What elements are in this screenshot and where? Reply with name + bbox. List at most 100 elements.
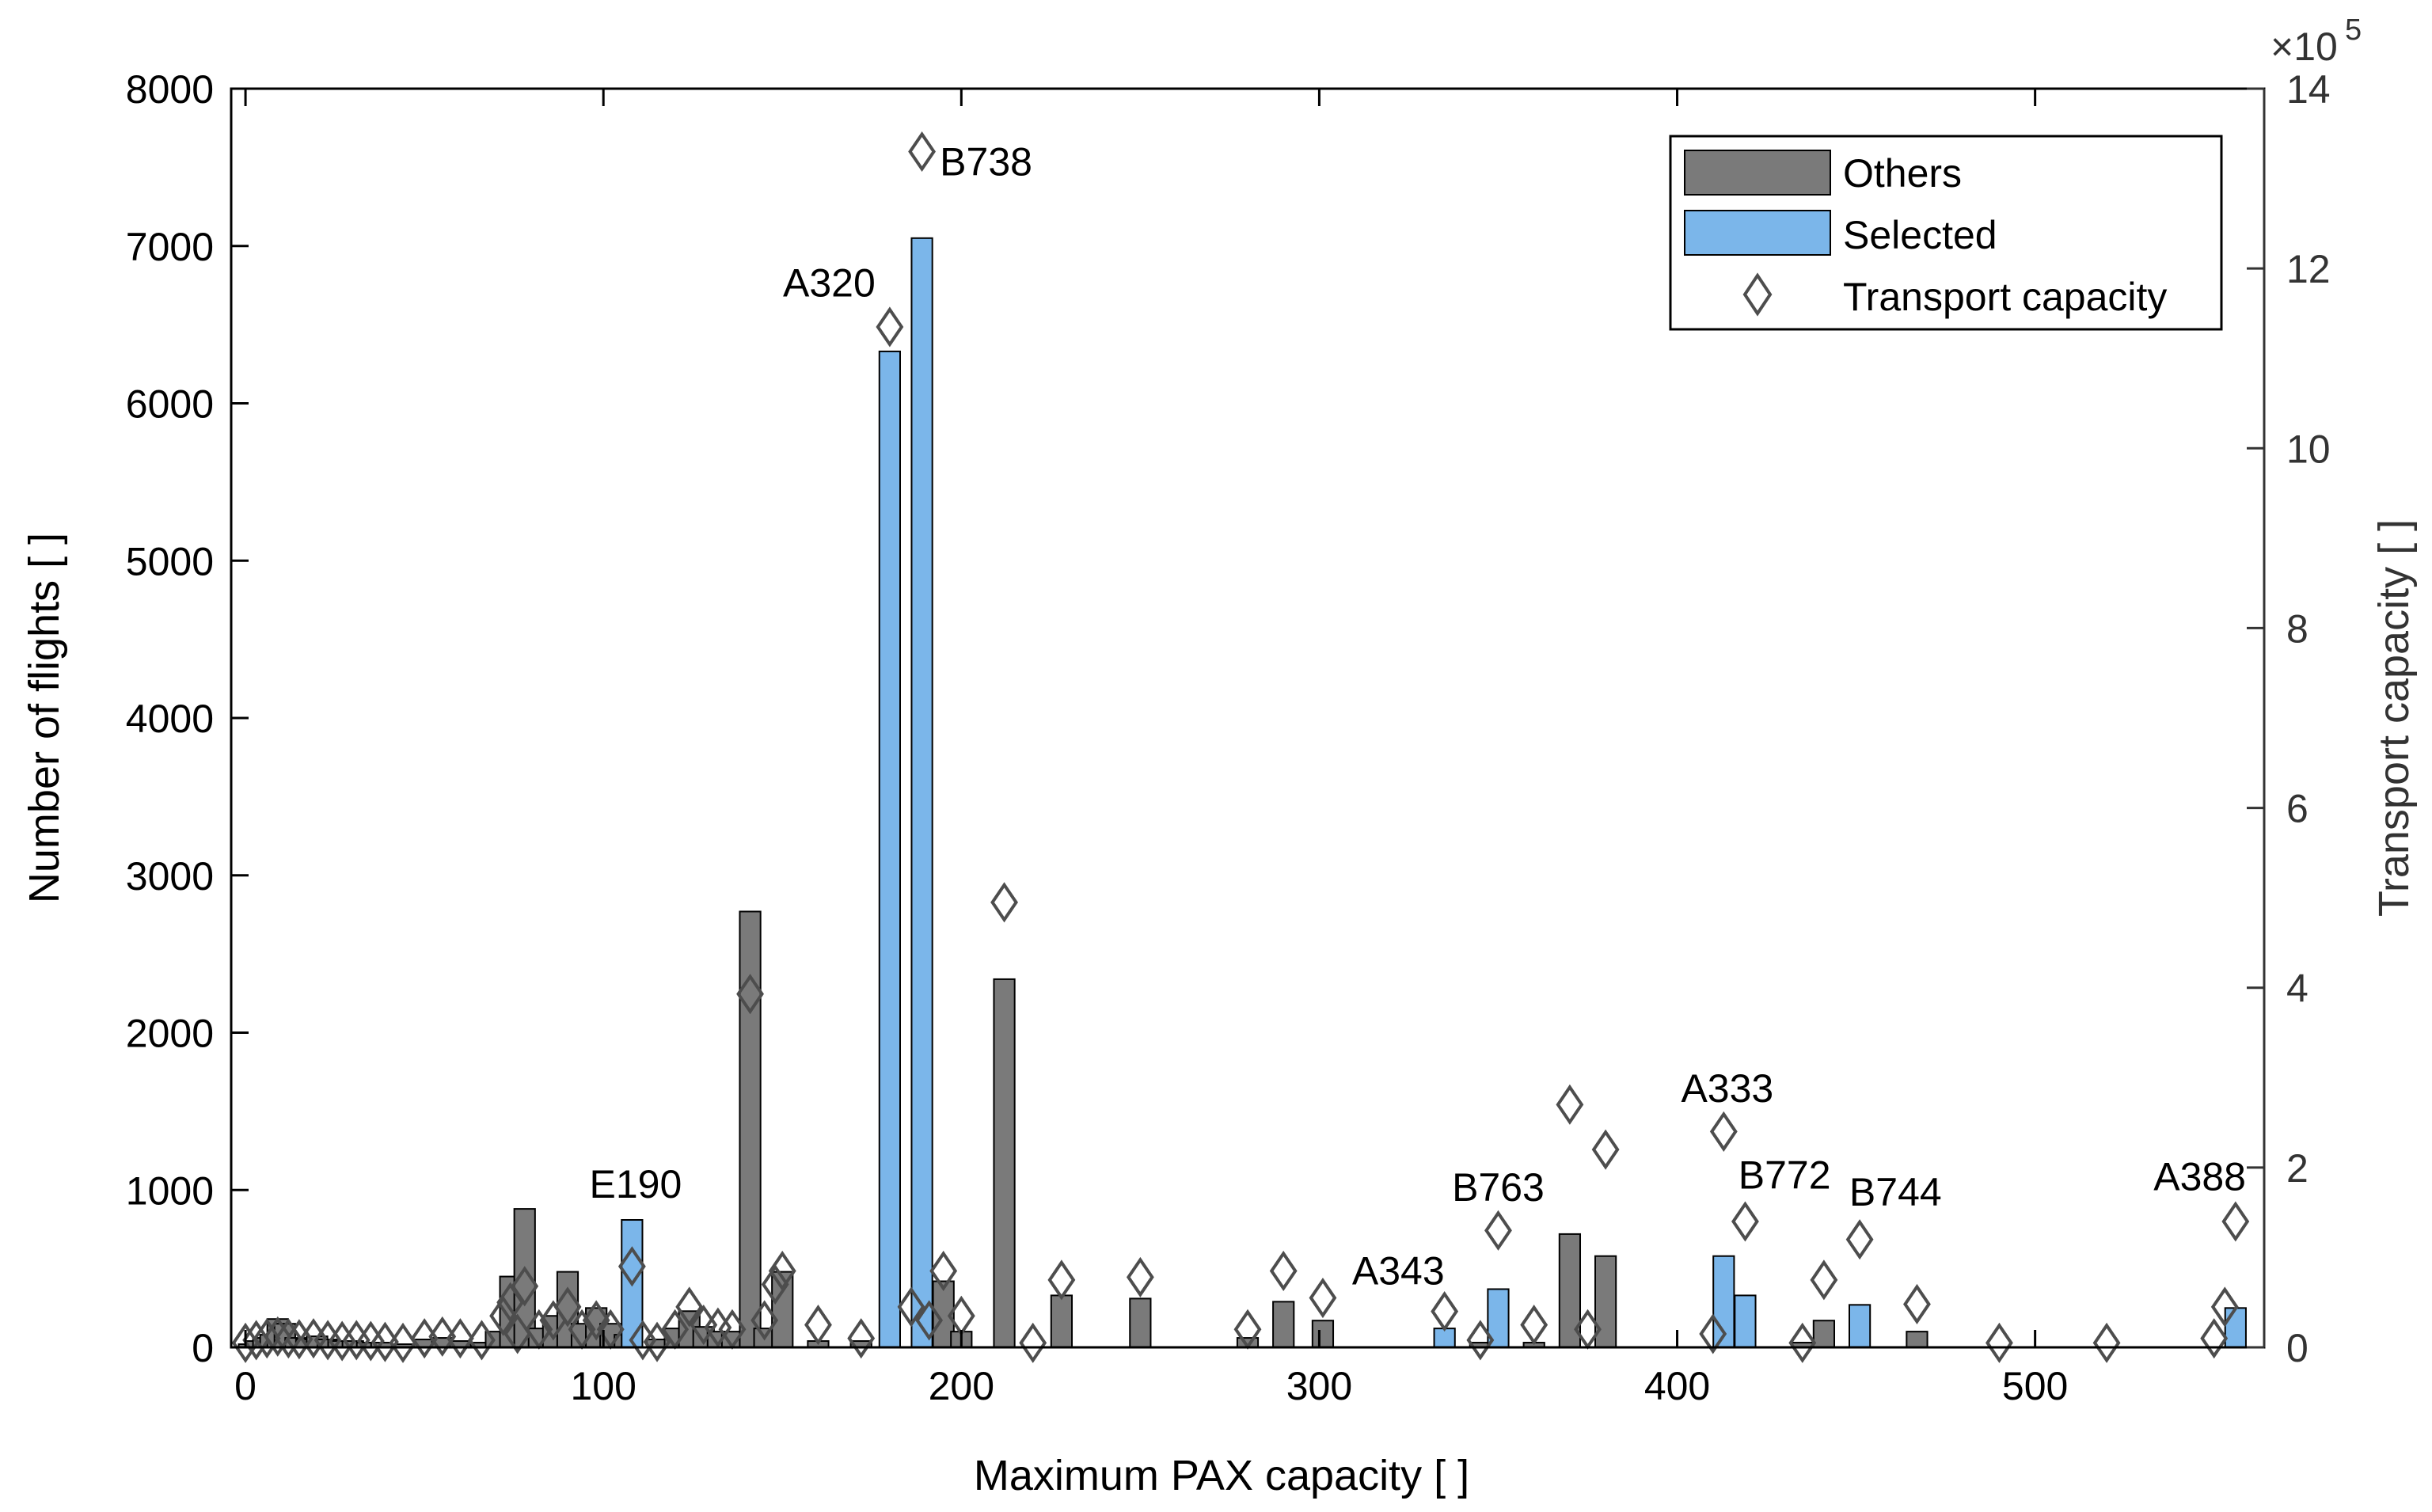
y2-exponent-base: ×10 (2270, 25, 2338, 69)
y2-axis-label: Transport capacity [ ] (2370, 519, 2418, 917)
transport-capacity-point (897, 1286, 925, 1328)
transport-capacity-point (736, 974, 764, 1015)
annotation-b763: B763 (1452, 1165, 1545, 1210)
transport-capacity-point (2200, 1318, 2229, 1359)
bar-selected (2224, 1307, 2247, 1348)
legend-label-transport: Transport capacity (1843, 275, 2167, 319)
transport-capacity-point (915, 1300, 944, 1341)
transport-capacity-point (1699, 1313, 1727, 1354)
legend-swatch-others (1684, 150, 1831, 196)
transport-capacity-point (370, 1321, 399, 1362)
x-tick-label: 500 (2002, 1364, 2068, 1408)
annotation-e190: E190 (589, 1162, 682, 1206)
ticks: 0 100 200 300 400 500010002000300040005000600… (126, 67, 2331, 1408)
transport-capacity-point (1309, 1277, 1337, 1319)
transport-capacity-point (264, 1316, 292, 1357)
legend-swatch-selected (1684, 210, 1831, 256)
transport-capacity-point (1466, 1320, 1495, 1361)
bar-others (1812, 1320, 1836, 1349)
y-tick-label: 0 (192, 1326, 214, 1370)
transport-capacity-point (242, 1320, 271, 1361)
transport-capacity-point (618, 1246, 646, 1287)
y-tick-label: 6000 (126, 382, 214, 427)
x-tick-label: 400 (1644, 1364, 1710, 1408)
transport-capacity-point (1810, 1259, 1838, 1301)
x-axis-label: Maximum PAX capacity [ ] (974, 1452, 1469, 1499)
transport-capacity-point (446, 1318, 474, 1359)
transport-capacity-point (428, 1316, 457, 1357)
bar-others (1272, 1301, 1295, 1349)
y2-tick-label: 4 (2286, 967, 2308, 1011)
bar-others (1050, 1294, 1074, 1348)
y-tick-label: 8000 (126, 67, 214, 112)
annotation-a320: A320 (783, 260, 876, 305)
transport-capacity-point (553, 1286, 582, 1328)
transport-capacity-point (1788, 1322, 1817, 1363)
legend-label-others: Others (1843, 151, 1962, 196)
legend: Others Selected Transport capacity (1669, 135, 2223, 331)
y-tick-label: 2000 (126, 1012, 214, 1056)
transport-capacity-point (1431, 1291, 1459, 1332)
x-tick-label: 200 (929, 1364, 994, 1408)
y2-tick-label: 14 (2286, 67, 2331, 112)
transport-capacity-point (285, 1319, 314, 1360)
transport-capacity-point (1709, 1111, 1738, 1152)
transport-capacity-point (1047, 1259, 1076, 1301)
x-tick-label: 300 (1286, 1364, 1352, 1408)
x-tick-label: 0 (234, 1364, 256, 1408)
transport-capacity-point (1484, 1210, 1512, 1251)
y2-tick-label: 6 (2286, 787, 2308, 831)
annotation-b772: B772 (1738, 1153, 1831, 1197)
bar-others (1906, 1331, 1928, 1348)
bar-others (1129, 1297, 1152, 1348)
transport-capacity-point (1520, 1305, 1548, 1346)
y2-tick-label: 0 (2286, 1326, 2308, 1370)
transport-capacity-point (990, 882, 1018, 923)
bar-others (1594, 1255, 1617, 1348)
transport-capacity-markers (231, 131, 2250, 1363)
bar-others (1311, 1320, 1335, 1349)
y2-tick-label: 12 (2286, 247, 2331, 291)
transport-capacity-point (1019, 1322, 1047, 1363)
transport-capacity-point (675, 1286, 704, 1328)
annotation-a388: A388 (2153, 1154, 2246, 1199)
bar-selected (910, 237, 933, 1348)
transport-capacity-point (1845, 1219, 1874, 1260)
y2-tick-label: 2 (2286, 1146, 2308, 1191)
transport-capacity-point (582, 1300, 610, 1341)
bar-others (771, 1271, 794, 1348)
y-axis-label: Number of flights [ ] (21, 533, 68, 903)
transport-capacity-point (908, 131, 937, 173)
legend-marker-transport (1742, 272, 1773, 317)
y2-tick-label: 10 (2286, 427, 2331, 471)
transport-capacity-point (929, 1250, 958, 1292)
x-tick-label: 100 (570, 1364, 636, 1408)
y-tick-label: 5000 (126, 539, 214, 583)
transport-capacity-point (389, 1322, 417, 1363)
transport-capacity-point (1269, 1250, 1298, 1292)
transport-capacity-point (253, 1318, 281, 1359)
transport-capacity-point (847, 1318, 876, 1359)
annotation-a343: A343 (1352, 1249, 1445, 1294)
annotation-a333: A333 (1681, 1066, 1773, 1111)
transport-capacity-point (504, 1313, 532, 1354)
transport-capacity-point (643, 1321, 671, 1362)
transport-capacity-point (2210, 1286, 2239, 1328)
transport-capacity-point (1591, 1129, 1620, 1170)
bar-selected (878, 350, 901, 1349)
transport-capacity-point (231, 1322, 260, 1363)
annotation-b744: B744 (1849, 1170, 1942, 1214)
y2-exponent-power: 5 (2345, 13, 2362, 47)
bar-others (993, 978, 1016, 1349)
transport-capacity-point (328, 1320, 356, 1362)
transport-capacity-point (750, 1300, 779, 1341)
bar-selected (1734, 1294, 1757, 1348)
annotation-b738: B738 (940, 139, 1032, 184)
transport-capacity-point (489, 1295, 518, 1336)
transport-capacity-point (1556, 1084, 1584, 1125)
transport-capacity-point (2221, 1201, 2250, 1242)
transport-capacity-point (274, 1318, 302, 1359)
legend-label-selected: Selected (1843, 213, 1997, 257)
